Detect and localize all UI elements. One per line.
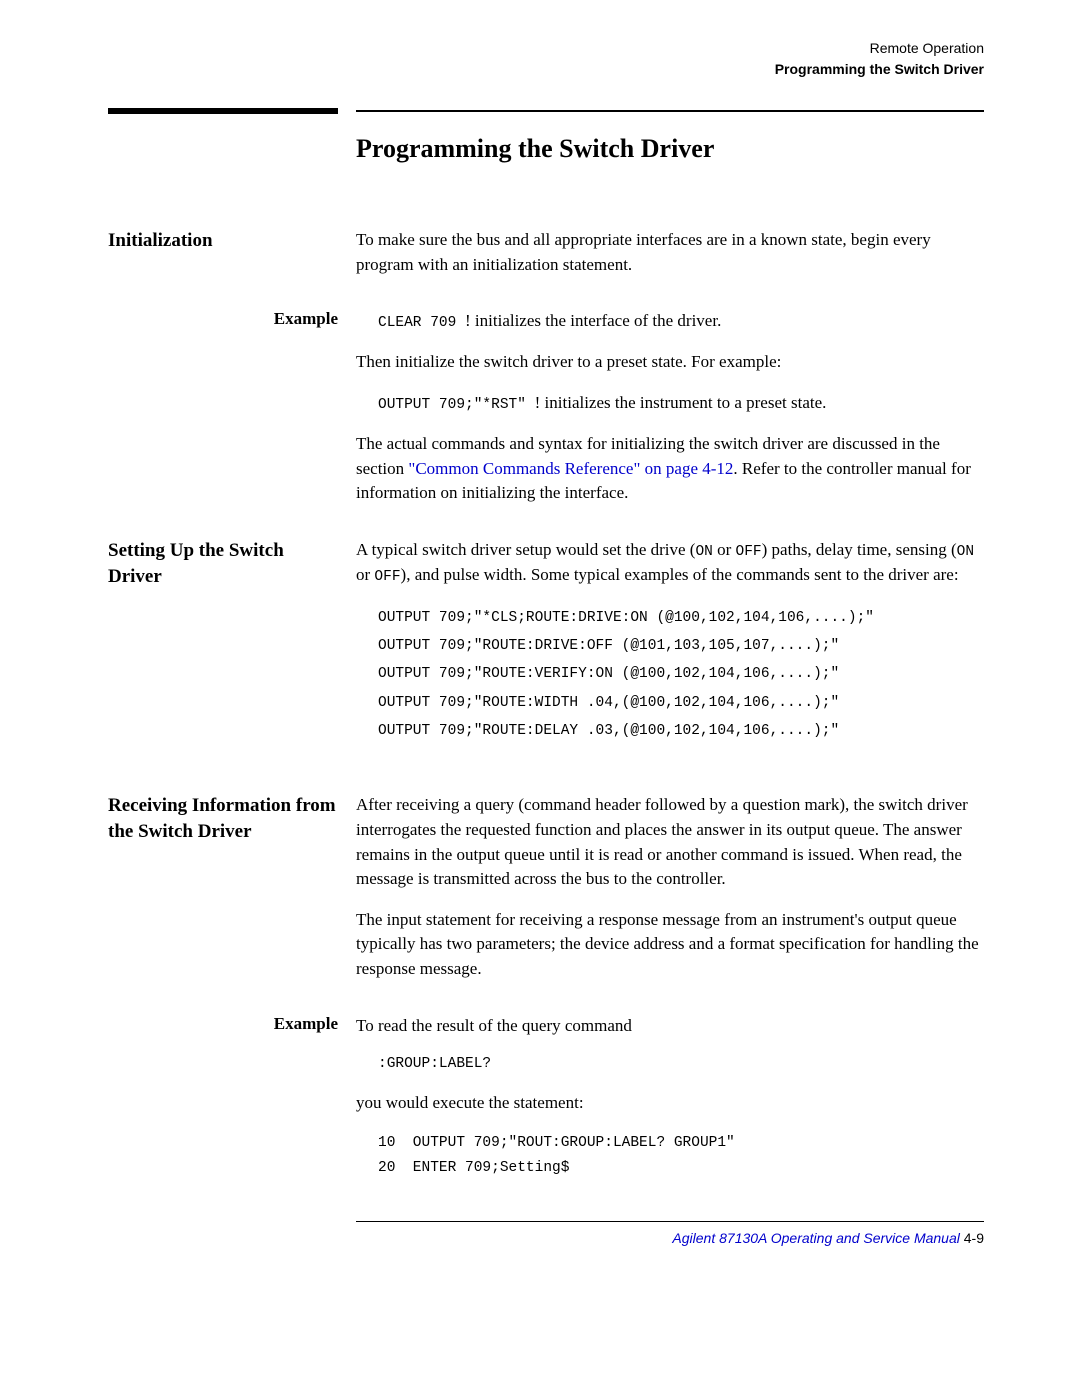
right-col: After receiving a query (command header … <box>356 793 984 981</box>
section-receiving: Receiving Information from the Switch Dr… <box>108 793 984 981</box>
section-recv-example: Example To read the result of the query … <box>108 1014 984 1181</box>
footer: Agilent 87130A Operating and Service Man… <box>108 1230 984 1246</box>
recv-body2: The input statement for receiving a resp… <box>356 908 984 982</box>
left-col: Example <box>108 309 338 506</box>
right-col: A typical switch driver setup would set … <box>356 538 984 761</box>
title-rules <box>108 108 984 114</box>
right-thin-rule <box>356 110 984 114</box>
header-chapter: Remote Operation <box>108 38 984 59</box>
running-header: Remote Operation Programming the Switch … <box>108 38 984 80</box>
heading-initialization: Initialization <box>108 228 338 254</box>
left-thick-rule <box>108 108 338 114</box>
heading-setup: Setting Up the Switch Driver <box>108 538 338 589</box>
init-example-code2: OUTPUT 709;"*RST" ! initializes the inst… <box>378 391 984 416</box>
header-section: Programming the Switch Driver <box>108 59 984 80</box>
left-col: Initialization <box>108 228 338 277</box>
left-col: Setting Up the Switch Driver <box>108 538 338 761</box>
recv-body1: After receiving a query (command header … <box>356 793 984 892</box>
code: CLEAR 709 <box>378 315 465 331</box>
setup-body: A typical switch driver setup would set … <box>356 538 984 588</box>
right-col: CLEAR 709 ! initializes the interface of… <box>356 309 984 506</box>
label-example: Example <box>108 309 338 329</box>
label-example: Example <box>108 1014 338 1034</box>
recv-ex-code1: :GROUP:LABEL? <box>378 1054 984 1074</box>
right-col: To make sure the bus and all appropriate… <box>356 228 984 277</box>
setup-code-block: OUTPUT 709;"*CLS;ROUTE:DRIVE:ON (@100,10… <box>378 604 984 745</box>
section-init-example: Example CLEAR 709 ! initializes the inte… <box>108 309 984 506</box>
recv-ex-code2: 10 OUTPUT 709;"ROUT:GROUP:LABEL? GROUP1"… <box>378 1131 984 1180</box>
right-col: To read the result of the query command … <box>356 1014 984 1181</box>
page-title: Programming the Switch Driver <box>356 134 984 164</box>
comment: ! initializes the interface of the drive… <box>465 311 721 330</box>
section-initialization: Initialization To make sure the bus and … <box>108 228 984 277</box>
recv-ex-body2: you would execute the statement: <box>356 1091 984 1116</box>
init-body: To make sure the bus and all appropriate… <box>356 228 984 277</box>
left-col: Example <box>108 1014 338 1181</box>
init-example-body2: Then initialize the switch driver to a p… <box>356 350 984 375</box>
footer-manual: Agilent 87130A Operating and Service Man… <box>672 1230 959 1246</box>
code: OUTPUT 709;"*RST" <box>378 397 535 413</box>
init-example-body3: The actual commands and syntax for initi… <box>356 432 984 506</box>
section-setup: Setting Up the Switch Driver A typical s… <box>108 538 984 761</box>
comment: ! initializes the instrument to a preset… <box>535 393 827 412</box>
cross-ref-link[interactable]: "Common Commands Reference" on page 4-12 <box>408 459 733 478</box>
recv-ex-body1: To read the result of the query command <box>356 1014 984 1039</box>
footer-page: 4-9 <box>960 1230 984 1246</box>
footer-rule <box>356 1221 984 1222</box>
heading-receiving: Receiving Information from the Switch Dr… <box>108 793 338 844</box>
init-example-code1: CLEAR 709 ! initializes the interface of… <box>378 309 984 334</box>
left-col: Receiving Information from the Switch Dr… <box>108 793 338 981</box>
